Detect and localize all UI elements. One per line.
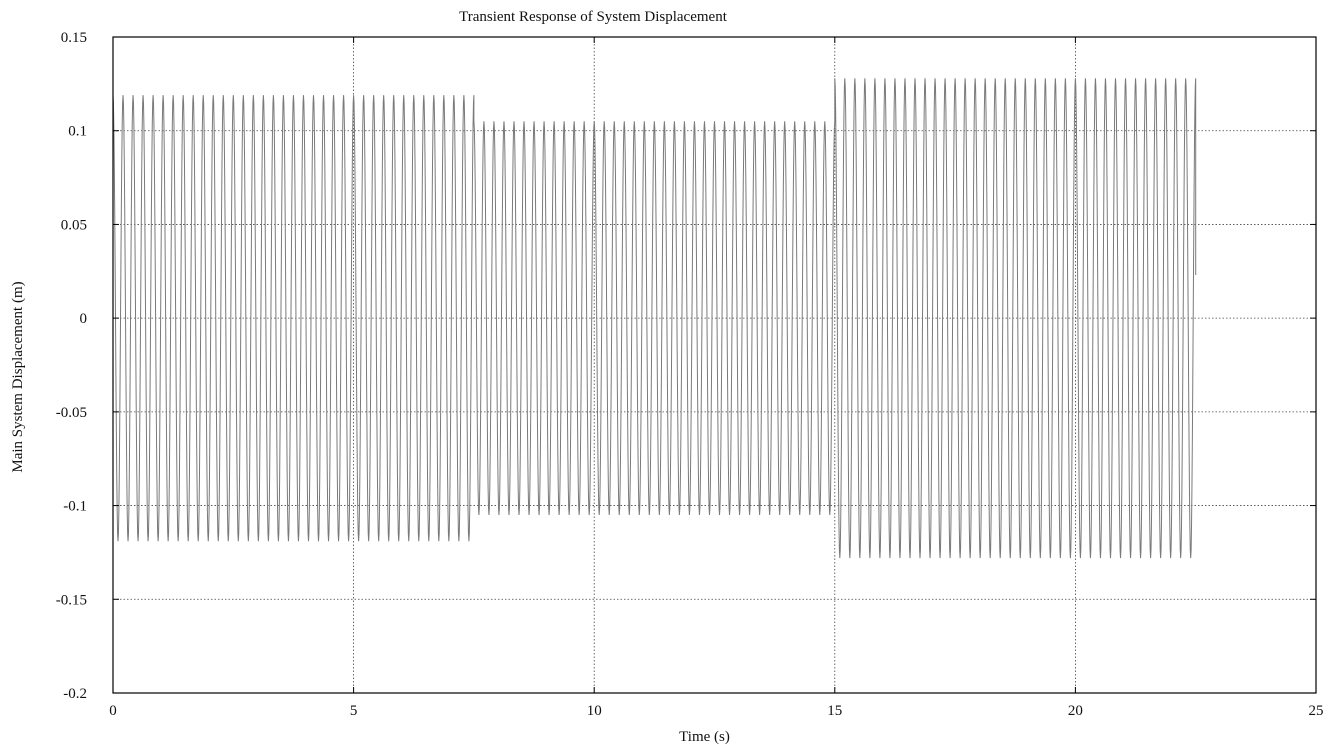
- x-axis-label: Time (s): [679, 729, 730, 745]
- y-tick-label: 0: [80, 311, 88, 327]
- series-layer: [112, 78, 1197, 559]
- y-tick-label: 0.05: [61, 217, 87, 233]
- x-tick-label: 25: [1309, 703, 1324, 719]
- grid-layer: [113, 37, 1316, 693]
- x-tick-label: 10: [587, 703, 602, 719]
- chart-title: Transient Response of System Displacemen…: [459, 9, 728, 25]
- tick-layer: 0 5 10 15 20 25 -0.2 -0.15 -0.1 -0.05 0 0.05 0.1 0.15: [56, 30, 1324, 719]
- axes-frame: [112, 36, 1317, 694]
- x-tick-label: 5: [350, 703, 358, 719]
- x-tick-label: 0: [109, 703, 117, 719]
- x-tick-label: 20: [1068, 703, 1083, 719]
- y-axis-label: Main System Displacement (m): [10, 281, 26, 472]
- y-tick-label: -0.15: [56, 592, 87, 608]
- y-tick-label: -0.2: [63, 686, 87, 702]
- y-tick-label: -0.1: [63, 499, 87, 515]
- y-tick-label: 0.15: [61, 30, 87, 46]
- x-tick-label: 15: [827, 703, 842, 719]
- series-line-0: [112, 78, 1197, 559]
- y-tick-label: 0.1: [68, 124, 87, 140]
- y-tick-label: -0.05: [56, 405, 87, 421]
